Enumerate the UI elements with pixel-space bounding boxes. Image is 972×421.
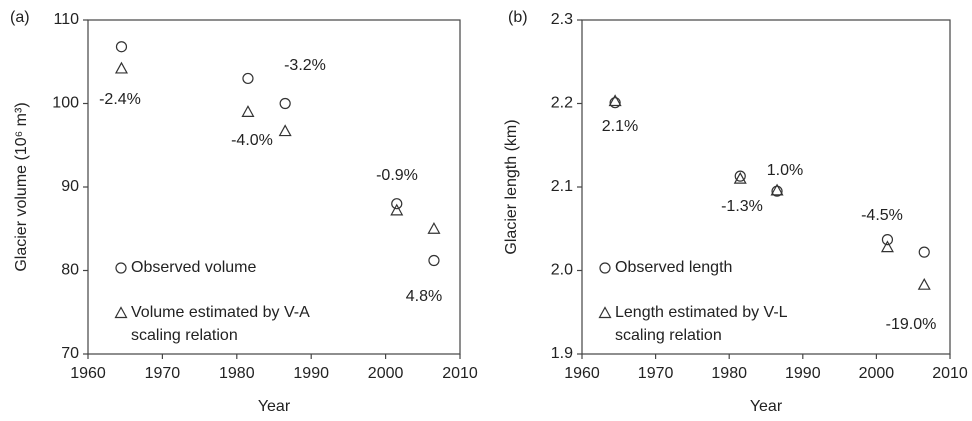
x-tick-label: 2010 [442, 365, 478, 382]
x-tick-label: 2000 [859, 365, 895, 382]
data-point [734, 170, 746, 182]
data-point [428, 254, 440, 267]
legend-label: Observed volume [131, 259, 256, 276]
annotation: 2.1% [602, 118, 638, 135]
legend-label: Observed length [615, 259, 732, 276]
y-tick-label: 110 [53, 11, 79, 28]
y-tick-label: 90 [61, 178, 79, 195]
x-tick-label: 2010 [932, 365, 968, 382]
data-point [390, 203, 404, 216]
data-point [771, 185, 783, 197]
data-point [609, 97, 621, 109]
annotation: -4.0% [231, 132, 273, 149]
annotation: -0.9% [376, 167, 418, 184]
data-point [608, 94, 622, 107]
data-point [427, 222, 441, 234]
annotation: 1.0% [767, 162, 803, 179]
annotation: -4.5% [861, 207, 903, 224]
x-tick-label: 1960 [564, 365, 600, 382]
data-point [599, 262, 611, 274]
annotation: -3.2% [284, 57, 326, 74]
annotation: -2.4% [99, 91, 141, 108]
data-point [917, 277, 931, 290]
data-point [115, 262, 127, 274]
y-tick-label: 2.1 [551, 178, 573, 195]
data-point [918, 246, 930, 258]
panel-label: (b) [508, 9, 528, 26]
legend-label: Volume estimated by V-A scaling relation [131, 304, 310, 344]
annotation: -19.0% [886, 316, 937, 333]
y-axis-title: Glacier length (km) [503, 119, 520, 254]
y-tick-label: 2.2 [551, 95, 573, 112]
data-point [880, 240, 894, 253]
x-tick-label: 1990 [785, 365, 821, 382]
data-point [279, 97, 291, 110]
x-tick-label: 1960 [70, 365, 106, 382]
y-tick-label: 2.3 [551, 11, 573, 28]
x-tick-label: 1980 [711, 365, 747, 382]
x-tick-label: 1970 [638, 365, 674, 382]
data-point [114, 306, 128, 319]
x-tick-label: 1990 [293, 365, 329, 382]
data-point [391, 198, 403, 210]
y-tick-label: 80 [61, 262, 79, 279]
data-point [114, 61, 128, 74]
x-tick-label: 1970 [145, 365, 181, 382]
data-point [278, 124, 292, 137]
data-point [881, 234, 894, 246]
x-tick-label: 2000 [368, 365, 404, 382]
data-point [733, 171, 747, 184]
y-tick-label: 2.0 [551, 262, 573, 279]
y-tick-label: 70 [61, 345, 79, 362]
data-point [115, 41, 128, 53]
y-tick-label: 1.9 [551, 345, 573, 362]
y-tick-label: 100 [52, 95, 79, 112]
x-axis-title: Year [258, 398, 291, 415]
panel-label: (a) [10, 9, 30, 26]
x-tick-label: 1980 [219, 365, 255, 382]
annotation: -1.3% [721, 198, 763, 215]
data-point [598, 306, 612, 319]
data-point [770, 183, 784, 196]
y-axis-title: Glacier volume (10⁶ m³) [13, 102, 30, 271]
x-axis-title: Year [750, 398, 783, 415]
legend-label: Length estimated by V-L scaling relation [615, 304, 788, 344]
annotation: 4.8% [406, 288, 442, 305]
data-point [242, 72, 254, 85]
data-point [241, 105, 255, 117]
